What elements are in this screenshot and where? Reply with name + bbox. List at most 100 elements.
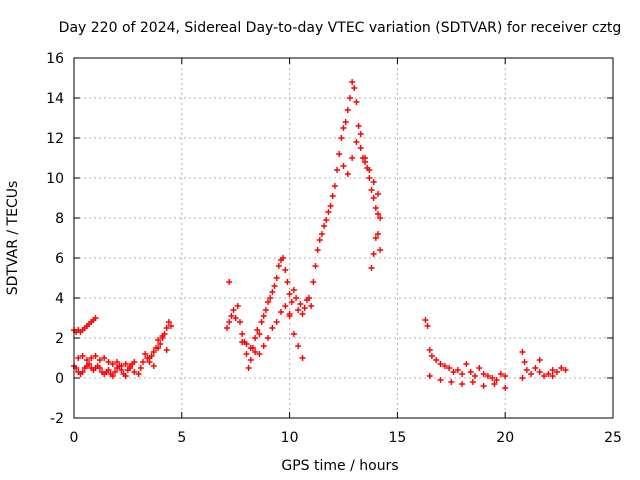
data-point	[139, 359, 146, 365]
data-point	[226, 319, 233, 325]
data-point	[168, 323, 175, 329]
data-point	[137, 365, 144, 371]
data-point	[448, 379, 455, 385]
y-tick-label: 16	[46, 51, 64, 67]
data-point	[463, 361, 470, 367]
data-point	[75, 355, 82, 361]
data-point	[476, 365, 483, 371]
data-point	[521, 359, 528, 365]
data-point	[109, 373, 116, 379]
data-point	[284, 279, 291, 285]
data-point	[146, 355, 153, 361]
data-point	[79, 369, 86, 375]
data-point	[243, 351, 250, 357]
data-point	[101, 355, 108, 361]
y-tick-label: -2	[50, 411, 64, 427]
data-point	[523, 367, 530, 373]
data-point	[316, 237, 323, 243]
data-point	[346, 95, 353, 101]
data-point	[374, 231, 381, 237]
data-point	[340, 163, 347, 169]
data-point	[355, 123, 362, 129]
data-point	[372, 205, 379, 211]
data-point	[480, 383, 487, 389]
data-point	[362, 155, 369, 161]
data-point	[224, 325, 231, 331]
data-point	[549, 373, 556, 379]
data-point	[480, 371, 487, 377]
data-point	[282, 267, 289, 273]
data-point	[92, 315, 99, 321]
data-point	[267, 295, 274, 301]
data-point	[96, 365, 103, 371]
data-point	[312, 263, 319, 269]
data-point	[127, 365, 134, 371]
data-point	[424, 323, 431, 329]
data-point	[541, 373, 548, 379]
data-point	[459, 381, 466, 387]
data-point	[428, 353, 435, 359]
data-point	[226, 279, 233, 285]
data-point	[426, 373, 433, 379]
data-point	[519, 375, 526, 381]
data-point	[262, 307, 269, 313]
data-point	[260, 343, 267, 349]
data-point	[310, 279, 317, 285]
data-point	[247, 345, 254, 351]
data-point	[437, 377, 444, 383]
data-point	[150, 363, 157, 369]
x-tick-label: 25	[604, 430, 622, 446]
data-point	[366, 175, 373, 181]
data-point	[351, 85, 358, 91]
x-axis-label: GPS time / hours	[281, 458, 398, 474]
data-point	[239, 331, 246, 337]
data-point	[165, 319, 172, 325]
data-point	[562, 367, 569, 373]
data-point	[247, 357, 254, 363]
data-point	[228, 313, 235, 319]
data-point	[155, 337, 162, 343]
data-point	[318, 231, 325, 237]
data-point	[131, 359, 138, 365]
y-tick-label: 10	[46, 171, 64, 187]
data-point	[334, 167, 341, 173]
data-point	[549, 367, 556, 373]
data-point	[269, 325, 276, 331]
data-point	[502, 373, 509, 379]
data-point	[497, 371, 504, 377]
data-point	[286, 311, 293, 317]
data-point	[275, 263, 282, 269]
data-point	[433, 357, 440, 363]
data-point	[297, 301, 304, 307]
data-point	[353, 99, 360, 105]
data-point	[142, 351, 149, 357]
data-point	[493, 377, 500, 383]
data-point	[342, 119, 349, 125]
data-point	[306, 295, 313, 301]
data-point	[252, 335, 259, 341]
data-point	[273, 319, 280, 325]
data-point	[88, 355, 95, 361]
data-point	[301, 305, 308, 311]
axis-ticks: 0 5 10 15 20 25 -2 0 2 4 6 8 10 12 14 16	[46, 51, 622, 446]
data-point	[472, 373, 479, 379]
data-point	[135, 371, 142, 377]
data-point	[260, 313, 267, 319]
data-point	[340, 125, 347, 131]
data-point	[446, 365, 453, 371]
data-point	[86, 361, 93, 367]
y-tick-label: 4	[55, 291, 64, 307]
data-point	[353, 139, 360, 145]
data-point	[469, 379, 476, 385]
data-point	[467, 369, 474, 375]
data-point	[118, 363, 125, 369]
data-point	[325, 209, 332, 215]
data-point	[553, 369, 560, 375]
data-point	[271, 283, 278, 289]
data-point	[109, 361, 116, 367]
data-point	[163, 347, 170, 353]
data-point	[290, 331, 297, 337]
y-tick-label: 12	[46, 131, 64, 147]
data-point	[536, 357, 543, 363]
